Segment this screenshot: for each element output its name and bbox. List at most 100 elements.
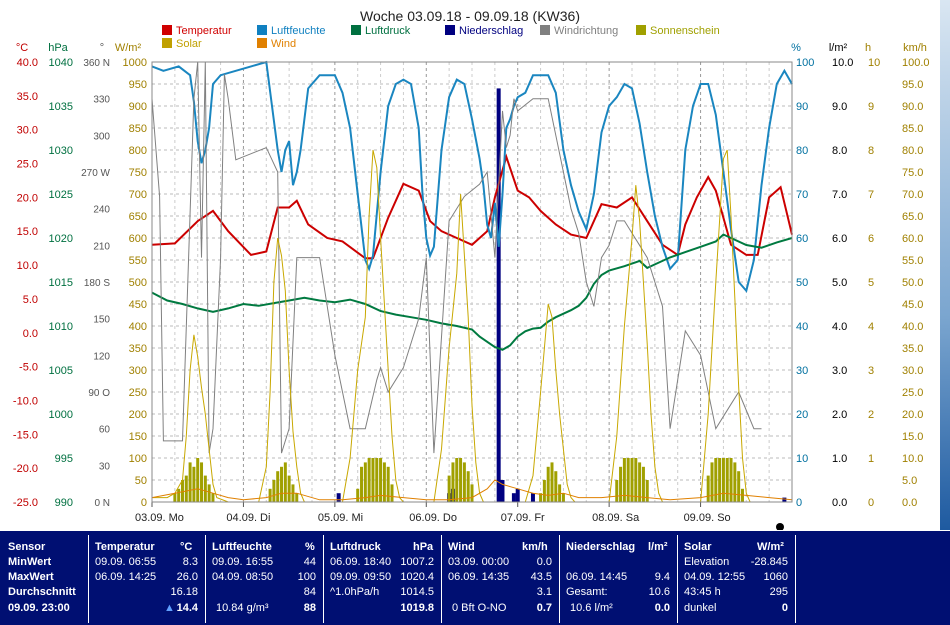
bar-sonnenschein bbox=[459, 458, 463, 502]
axis-unit-humidity: % bbox=[791, 42, 801, 54]
tick-label-humidity: 40 bbox=[796, 321, 808, 333]
col-unit-humidity: % bbox=[305, 541, 315, 553]
bar-niederschlag bbox=[500, 480, 505, 502]
bar-sonnenschein bbox=[733, 462, 737, 502]
tick-label-temp: 30.0 bbox=[17, 125, 38, 137]
chart-svg: Woche 03.09.18 - 09.09.18 (KW36) Tempera… bbox=[13, 8, 930, 531]
col-unit-wind: km/h bbox=[522, 541, 548, 553]
col-title-temp: Temperatur bbox=[95, 541, 155, 553]
temp-current: 14.4 bbox=[176, 602, 198, 614]
wind-current: 0.7 bbox=[536, 602, 552, 614]
column-divider bbox=[441, 535, 442, 623]
bar-sonnenschein bbox=[173, 493, 177, 502]
axis-unit-pressure: hPa bbox=[48, 42, 68, 54]
press-min-time: 06.09. 18:40 bbox=[330, 556, 392, 568]
bar-sonnenschein bbox=[184, 475, 188, 502]
tick-label-humidity: 10 bbox=[796, 453, 808, 465]
hum-current: 88 bbox=[303, 602, 316, 614]
tick-label-direction: 90 O bbox=[88, 388, 110, 399]
tick-label-temp: -5.0 bbox=[19, 362, 38, 374]
tick-label-solar: 750 bbox=[129, 167, 147, 179]
tick-label-pressure: 1025 bbox=[49, 189, 73, 201]
bar-sonnenschein bbox=[356, 488, 360, 502]
tick-label-solar: 400 bbox=[129, 321, 147, 333]
tick-label-rain: 9.0 bbox=[832, 101, 847, 113]
plot-frame bbox=[151, 61, 793, 503]
bar-sonnenschein bbox=[390, 484, 394, 502]
desktop-edge bbox=[940, 0, 950, 530]
bar-sonnenschein bbox=[386, 466, 390, 502]
tick-label-direction: 210 bbox=[93, 241, 110, 252]
wind-max-time: 06.09. 14:35 bbox=[448, 571, 510, 583]
bar-sonnenschein bbox=[619, 466, 623, 502]
tick-label-solar: 150 bbox=[129, 431, 147, 443]
bar-sonnenschein bbox=[447, 475, 451, 502]
x-tick-label: 04.09. Di bbox=[226, 512, 270, 524]
bar-sonnenschein bbox=[714, 458, 718, 502]
chart-legend: Temperatur Luftfeuchte Luftdruck Niederschl… bbox=[162, 25, 720, 50]
bar-series bbox=[173, 88, 787, 503]
bar-sonnenschein bbox=[268, 488, 272, 502]
tick-label-rain: 3.0 bbox=[832, 365, 847, 377]
col-title-sensor: Sensor bbox=[8, 541, 46, 553]
bar-sonnenschein bbox=[379, 458, 383, 502]
tick-label-humidity: 90 bbox=[796, 101, 808, 113]
solar-state: dunkel bbox=[684, 602, 717, 614]
rain-max: 9.4 bbox=[654, 571, 670, 583]
x-axis: 03.09. Mo 04.09. Di 05.09. Mi 06.09. Do 07.0… bbox=[135, 502, 784, 531]
tick-label-sunshine: 3 bbox=[868, 365, 874, 377]
tick-label-solar: 100 bbox=[129, 453, 147, 465]
hum-min-time: 09.09. 16:55 bbox=[212, 556, 274, 568]
tick-label-pressure: 1010 bbox=[49, 321, 73, 333]
tick-label-temp: 15.0 bbox=[17, 226, 38, 238]
col-title-solar: Solar bbox=[684, 541, 712, 553]
axis-unit-sunshine: h bbox=[865, 42, 871, 54]
column-divider bbox=[88, 535, 89, 623]
solar-elevation: -28.845 bbox=[750, 556, 788, 568]
hum-avg: 84 bbox=[303, 586, 316, 598]
tick-label-rain: 6.0 bbox=[832, 233, 847, 245]
axis-unit-solar: W/m² bbox=[115, 42, 142, 54]
solar-max: 1060 bbox=[763, 571, 788, 583]
wind-min-time: 03.09. 00:00 bbox=[448, 556, 510, 568]
legend-item: Solar bbox=[176, 38, 202, 50]
bar-sonnenschein bbox=[200, 462, 204, 502]
tick-label-pressure: 1000 bbox=[49, 409, 73, 421]
col-unit-pressure: hPa bbox=[413, 541, 434, 553]
rain-total: 10.6 bbox=[648, 586, 670, 598]
bar-sonnenschein bbox=[539, 493, 543, 502]
tick-label-solar: 250 bbox=[129, 387, 147, 399]
column-divider bbox=[795, 535, 796, 623]
col-title-humidity: Luftfeuchte bbox=[212, 541, 272, 553]
bar-sonnenschein bbox=[177, 488, 181, 502]
tick-label-humidity: 20 bbox=[796, 409, 808, 421]
tick-label-wind: 25.0 bbox=[902, 387, 923, 399]
bar-sonnenschein bbox=[729, 458, 733, 502]
tick-label-wind: 65.0 bbox=[902, 211, 923, 223]
bar-sonnenschein bbox=[375, 458, 379, 502]
tick-label-solar: 800 bbox=[129, 145, 147, 157]
line-series bbox=[151, 60, 793, 503]
bar-sonnenschein bbox=[196, 458, 200, 502]
x-tick-label: 08.09. Sa bbox=[592, 512, 640, 524]
bar-niederschlag bbox=[496, 88, 501, 503]
legend-item: Luftdruck bbox=[365, 25, 411, 37]
bar-sonnenschein bbox=[276, 471, 280, 502]
axis-unit-direction: ° bbox=[100, 42, 104, 54]
tick-label-solar: 950 bbox=[129, 79, 147, 91]
row-label-current: 09.09. 23:00 bbox=[8, 602, 70, 614]
tick-label-direction: 360 N bbox=[83, 58, 110, 69]
tick-label-wind: 85.0 bbox=[902, 123, 923, 135]
bar-sonnenschein bbox=[626, 458, 630, 502]
bar-sonnenschein bbox=[382, 462, 386, 502]
tick-label-pressure: 995 bbox=[55, 453, 73, 465]
col-unit-temp: °C bbox=[180, 541, 193, 553]
bar-sonnenschein bbox=[718, 458, 722, 502]
bar-sonnenschein bbox=[542, 480, 546, 502]
tick-label-pressure: 1020 bbox=[49, 233, 73, 245]
temp-max-time: 06.09. 14:25 bbox=[95, 571, 157, 583]
tick-label-wind: 5.0 bbox=[902, 475, 917, 487]
left-axes: 40.0 35.0 30.0 25.0 20.0 15.0 10.0 5.0 0.0 -5.0 -1… bbox=[13, 57, 147, 509]
col-unit-solar: W/m² bbox=[757, 541, 784, 553]
temp-avg: 16.18 bbox=[170, 586, 198, 598]
